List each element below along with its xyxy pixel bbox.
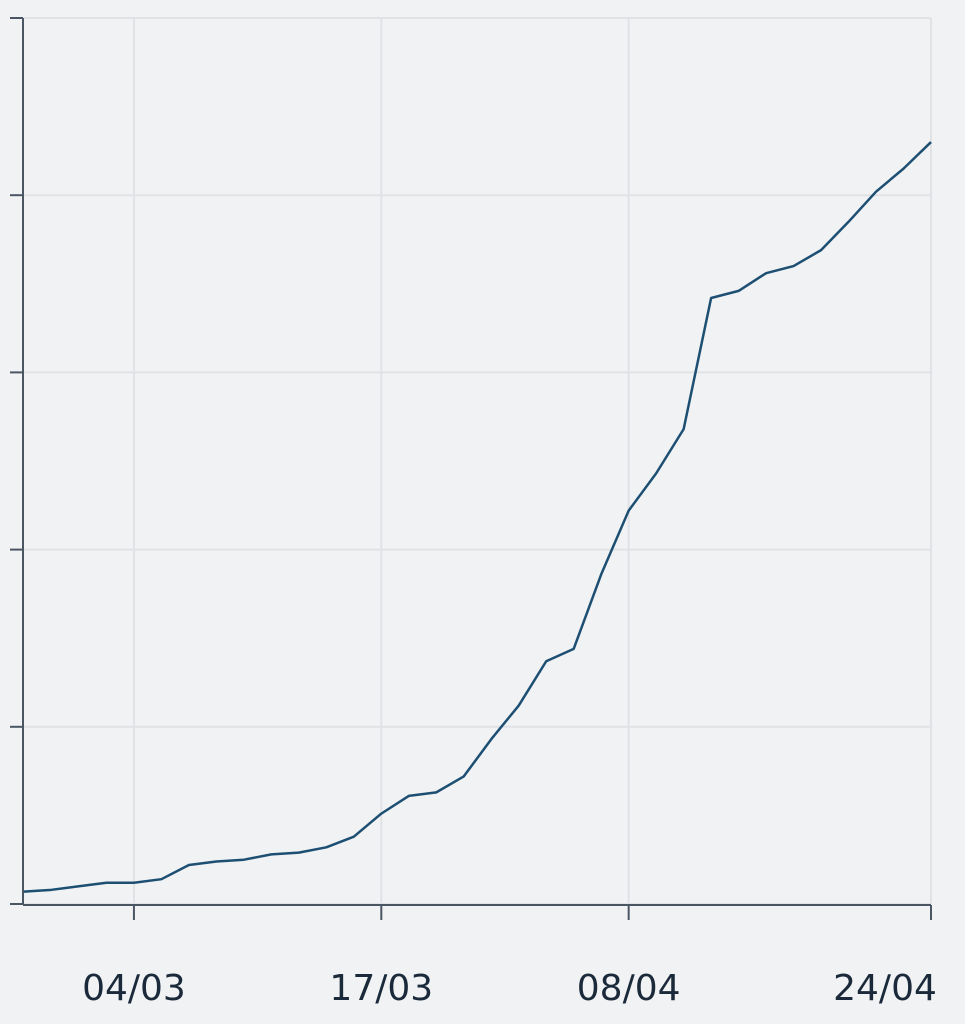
x-tick-label: 08/04	[577, 968, 681, 1009]
x-tick-label: 24/04	[833, 968, 937, 1009]
x-tick-label: 04/03	[82, 968, 186, 1009]
line	[23, 141, 932, 893]
x-tick-label: 17/03	[329, 968, 433, 1009]
